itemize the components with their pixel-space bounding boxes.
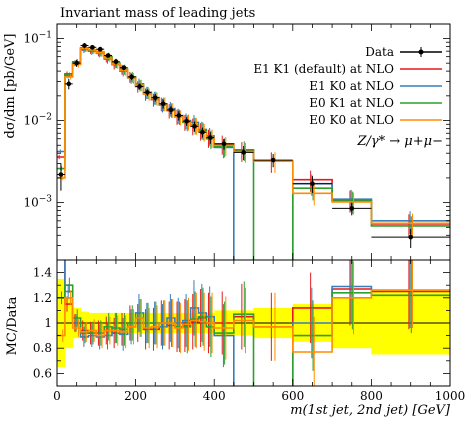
data-point <box>105 53 111 58</box>
chart-title: Invariant mass of leading jets <box>60 6 255 21</box>
legend-label: E1 K1 (default) at NLO <box>253 62 394 76</box>
legend-label: Data <box>365 45 394 59</box>
y-tick-label: 10−3 <box>23 195 52 210</box>
main-panel: 10−3 10−2 10−1 Data E1 K1 (default) at NLO E… <box>23 23 451 261</box>
x-tick-label: 800 <box>360 389 383 403</box>
data-point <box>310 181 315 187</box>
data-point <box>200 129 205 135</box>
series-data <box>57 43 450 249</box>
data-point <box>270 157 276 163</box>
data-point <box>192 124 197 129</box>
legend-entry: Data <box>365 45 442 59</box>
data-point <box>58 172 64 177</box>
legend: Data E1 K1 (default) at NLO E1 K0 at NLO E0… <box>253 45 442 127</box>
data-point <box>121 65 127 71</box>
legend-label: E0 K0 at NLO <box>309 113 394 127</box>
data-point <box>241 150 246 155</box>
data-point <box>90 45 95 50</box>
data-point <box>137 84 142 89</box>
x-tick-label: 400 <box>203 389 226 403</box>
x-tick-label: 1000 <box>435 389 466 403</box>
data-point <box>168 107 174 113</box>
legend-entry: E1 K1 (default) at NLO <box>253 62 442 76</box>
x-axis-label: m(1st jet, 2nd jet) [GeV] <box>290 403 451 418</box>
legend-entry: E0 K1 at NLO <box>309 96 442 110</box>
data-point <box>74 60 79 66</box>
data-point <box>176 113 182 118</box>
ratio-y-axis-label: MC/Data <box>5 296 20 355</box>
data-point <box>113 59 119 65</box>
ratio-tick-label: 0.6 <box>33 366 52 380</box>
x-ticks: 0 200 400 600 800 1000 <box>53 24 465 403</box>
legend-entry: E1 K0 at NLO <box>309 79 442 93</box>
data-point <box>408 234 414 240</box>
x-tick-label: 0 <box>53 389 61 403</box>
ratio-histograms <box>57 260 450 386</box>
data-point <box>184 118 189 124</box>
data-point <box>145 90 150 95</box>
ratio-series-line <box>57 289 450 353</box>
ratio-tick-label: 1.4 <box>33 266 52 280</box>
ratio-panel: 0.6 0.8 1 1.2 1.4 0 200 400 600 800 1000 <box>33 24 465 403</box>
data-point <box>221 141 227 147</box>
data-point <box>97 46 103 52</box>
data-point <box>207 135 213 140</box>
y-tick-label: 10−1 <box>23 30 52 45</box>
y-tick-exponent: −2 <box>39 113 52 123</box>
ratio-tick-label: 1.2 <box>33 291 52 305</box>
x-tick-label: 200 <box>124 389 147 403</box>
data-point <box>349 206 355 211</box>
y-tick-exponent: −1 <box>39 30 52 40</box>
y-tick-label: 10−2 <box>23 113 52 128</box>
ratio-series-e0-k0-at-nlo <box>57 260 450 386</box>
legend-label: E0 K1 at NLO <box>309 96 394 110</box>
data-point <box>129 74 134 80</box>
data-point <box>160 101 166 107</box>
main-histograms <box>57 43 450 260</box>
legend-entry: E0 K0 at NLO <box>309 113 442 127</box>
y-axis-label: dσ/dm [pb/GeV] <box>3 34 18 139</box>
process-label: Z/γ* → μ+μ− <box>356 134 443 149</box>
legend-marker <box>418 49 424 55</box>
ratio-tick-label: 0.8 <box>33 341 52 355</box>
y-tick-exponent: −3 <box>39 195 53 205</box>
data-point <box>82 43 87 48</box>
data-point <box>66 81 72 87</box>
ratio-tick-label: 1 <box>44 316 52 330</box>
ratio-ticks: 0.6 0.8 1 1.2 1.4 <box>33 259 450 387</box>
x-tick-label: 600 <box>281 389 304 403</box>
data-point <box>152 95 158 100</box>
legend-label: E1 K0 at NLO <box>309 79 394 93</box>
